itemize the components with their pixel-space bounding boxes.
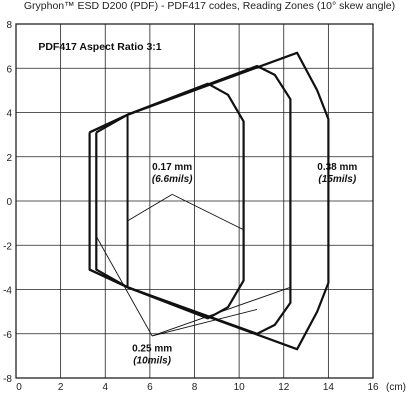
annotation-label: 0.38 mm (317, 162, 357, 173)
x-axis-label: (cm) (386, 382, 406, 393)
x-tick-label: 10 (234, 382, 246, 393)
x-tick-label: 4 (102, 382, 108, 393)
x-tick-label: 0 (16, 382, 22, 393)
y-tick-label: 8 (6, 20, 12, 31)
annotation-label: 0.25 mm (132, 344, 172, 355)
leader-line (171, 193, 244, 231)
chart-leader-lines (95, 193, 291, 337)
y-tick-label: -6 (3, 330, 12, 341)
annotation-sublabel: (15mils) (318, 174, 356, 185)
x-tick-label: 6 (147, 382, 153, 393)
y-tick-label: -2 (3, 241, 12, 252)
annotation-label: 0.17 mm (152, 162, 192, 173)
leader-line (151, 286, 291, 337)
x-tick-label: 2 (58, 382, 64, 393)
reading-zone-series-2 (95, 64, 292, 335)
x-tick-label: 8 (192, 382, 198, 393)
leader-line (151, 308, 258, 337)
y-tick-label: -4 (3, 286, 12, 297)
x-tick-label: 16 (367, 382, 379, 393)
y-tick-label: 4 (6, 109, 12, 120)
chart-labels: PDF417 Aspect Ratio 3:1 0.17 mm(6.6mils) 0… (38, 41, 357, 367)
y-tick-label: -8 (3, 374, 12, 385)
x-tick-label: 12 (278, 382, 290, 393)
annotation-sublabel: (6.6mils) (152, 174, 193, 185)
y-tick-label: 6 (6, 64, 12, 75)
y-tick-label: 0 (6, 197, 12, 208)
y-tick-label: 2 (6, 153, 12, 164)
chart-title: Gryphon™ ESD D200 (PDF) - PDF417 codes, … (23, 0, 396, 12)
chart-tick-labels: 0 2 4 6 8 10 12 14 16 8 6 4 2 0 -2 -4 -6 -8 (cm) (3, 20, 406, 393)
leader-line (95, 236, 153, 337)
chart-series (88, 51, 330, 351)
chart-axes (15, 23, 374, 379)
leader-line (127, 193, 173, 222)
plot-frame (15, 23, 374, 379)
x-tick-label: 14 (323, 382, 335, 393)
reading-zone-series-3 (89, 51, 330, 351)
chart-subtitle: PDF417 Aspect Ratio 3:1 (38, 41, 161, 53)
annotation-sublabel: (10mils) (133, 356, 171, 367)
